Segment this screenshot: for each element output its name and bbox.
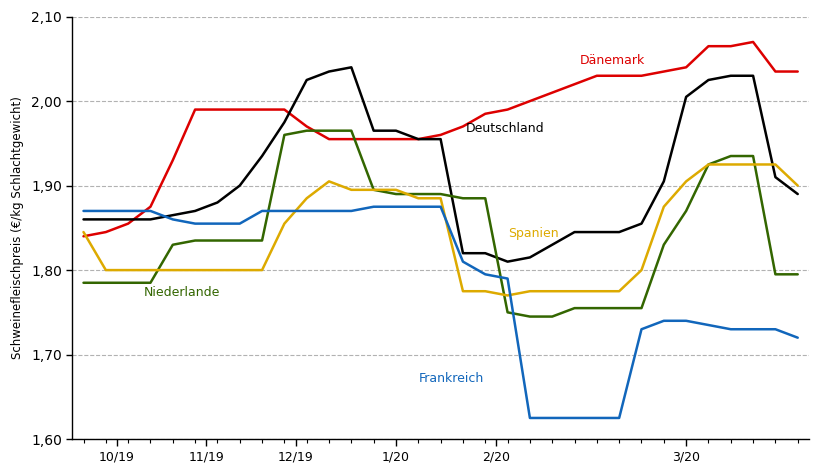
- Text: Niederlande: Niederlande: [144, 286, 220, 299]
- Y-axis label: Schweinefleischpreis (€/kg Schlachtgewicht): Schweinefleischpreis (€/kg Schlachtgewic…: [11, 96, 24, 359]
- Text: Frankreich: Frankreich: [419, 372, 484, 385]
- Text: Dänemark: Dänemark: [579, 54, 645, 67]
- Text: Deutschland: Deutschland: [465, 122, 544, 134]
- Text: Spanien: Spanien: [508, 227, 559, 240]
